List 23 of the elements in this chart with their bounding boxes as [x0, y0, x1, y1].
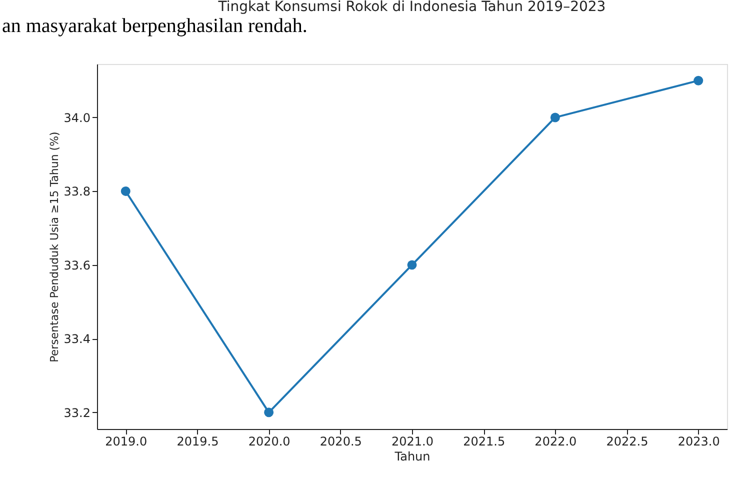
point	[120, 186, 130, 196]
point	[550, 112, 560, 122]
y-tick-label: 33.6	[64, 258, 90, 272]
x-tick-label: 2020.0	[248, 434, 290, 448]
x-tick-label: 2019.5	[176, 434, 219, 448]
y-tick-label: 33.4	[64, 332, 90, 346]
y-tick-label: 34.0	[64, 110, 90, 125]
text: an masyarakat berpenghasilan rendah.	[2, 15, 308, 37]
y-axis-title: Persentase Penduduk Usia ≥15 Tahun (%)	[48, 132, 61, 362]
x-tick-label: 2020.5	[320, 434, 362, 448]
point	[694, 76, 704, 86]
y-tick-label: 33.8	[64, 184, 90, 199]
x-axis-title: Tahun	[394, 450, 430, 464]
x-tick-label: 2022.5	[606, 434, 648, 448]
x-tick-label: 2022.0	[534, 434, 577, 448]
point	[264, 408, 274, 418]
y-tick-label: 33.2	[64, 406, 90, 420]
x-tick-label: 2019.0	[105, 434, 148, 448]
x-tick-label: 2021.5	[463, 434, 506, 448]
x-tick-label: 2023.0	[678, 434, 720, 448]
chart-title: Tingkat Konsumsi Rokok di Indonesia Tahun 2019–2023	[217, 0, 606, 15]
point	[407, 260, 417, 270]
x-tick-label: 2021.0	[392, 434, 434, 448]
